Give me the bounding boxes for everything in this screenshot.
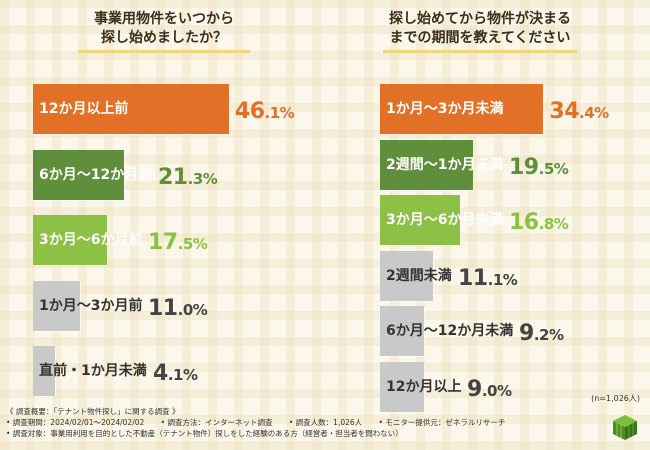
left-title-line-1: 事業用物件をいつから [94,11,234,27]
footer-title: 《 調査概要：「テナント物件探し」に関する調査 》 [6,407,180,416]
left-bar-value-4: 11.0% [148,295,208,321]
footer-count: • 調査人数：1,026人 [288,418,363,427]
right-bar-label-6: 12か月以上 [386,378,462,395]
left-bar-label-3: 3か月〜6か月前 [39,232,143,248]
right-chart-title: 探し始めてから物件が決まる までの期間を教えてください [383,10,577,53]
left-bar-value-3: 17.5% [148,230,208,255]
left-bar-label-1: 12か月以上前 [39,101,129,117]
left-bar-value-5: 4.1% [153,361,198,386]
right-bar-value-5: 9.2% [519,321,564,346]
right-bar-value-2: 19.5% [509,154,569,180]
right-bar-label-2: 2週間〜1か月未満 [386,156,504,173]
sample-size-note: (n=1,026人) [591,394,640,403]
left-chart-title: 事業用物件をいつから 探し始めましたか？ [78,10,250,53]
right-bar-4 [380,250,433,301]
survey-footer: 《 調査概要：「テナント物件探し」に関する調査 》 • 調査期間：2024/02… [6,406,596,439]
right-bar-1 [380,84,544,134]
left-title-line-2: 探し始めましたか？ [101,30,227,46]
right-title-line-2: までの期間を教えてください [389,30,571,46]
left-bar-label-4: 1か月〜3か月前 [39,297,143,314]
right-bar-label-4: 2週間未満 [386,267,452,284]
left-bar-3 [33,215,108,265]
left-bar-value-1: 46.1% [234,99,295,124]
right-bar-label-3: 3か月〜6か月未満 [386,212,504,228]
right-bar-value-4: 11.1% [458,265,518,291]
footer-target: • 調査対象：事業用利用を目的とした不動産（テナント物件）探しをした経験のある方… [6,429,403,438]
left-bar-label-5: 直前・1か月未満 [39,363,147,379]
right-title-line-1: 探し始めてから物件が決まる [389,11,571,27]
left-bar-label-2: 6か月〜12か月前 [39,166,153,183]
footer-details-row: • 調査期間：2024/02/01〜2024/02/02 • 調査方法：インター… [6,417,596,428]
right-bar-3 [380,195,460,245]
right-bar-value-6: 9.0% [467,376,512,402]
right-bar-label-1: 1か月〜3か月未満 [386,101,504,117]
right-bar-6 [380,361,424,412]
right-bar-value-1: 34.4% [549,99,609,124]
left-bar-2 [33,149,124,200]
footer-provider: • モニター提供元：ゼネラルリサーチ [378,418,506,427]
right-bar-2 [380,139,473,190]
left-bar-1 [33,84,229,134]
left-bar-value-2: 21.3% [158,164,218,190]
left-bar-4 [33,280,80,331]
cube-logo-icon [613,415,637,440]
footer-period: • 調査期間：2024/02/01〜2024/02/02 [6,418,145,427]
right-bar-label-5: 6か月〜12か月未満 [386,323,514,339]
right-bar-value-3: 16.8% [509,210,569,235]
left-bar-5 [33,346,55,396]
footer-method: • 調査方法：インターネット調査 [160,418,273,427]
right-bar-5 [380,306,424,356]
